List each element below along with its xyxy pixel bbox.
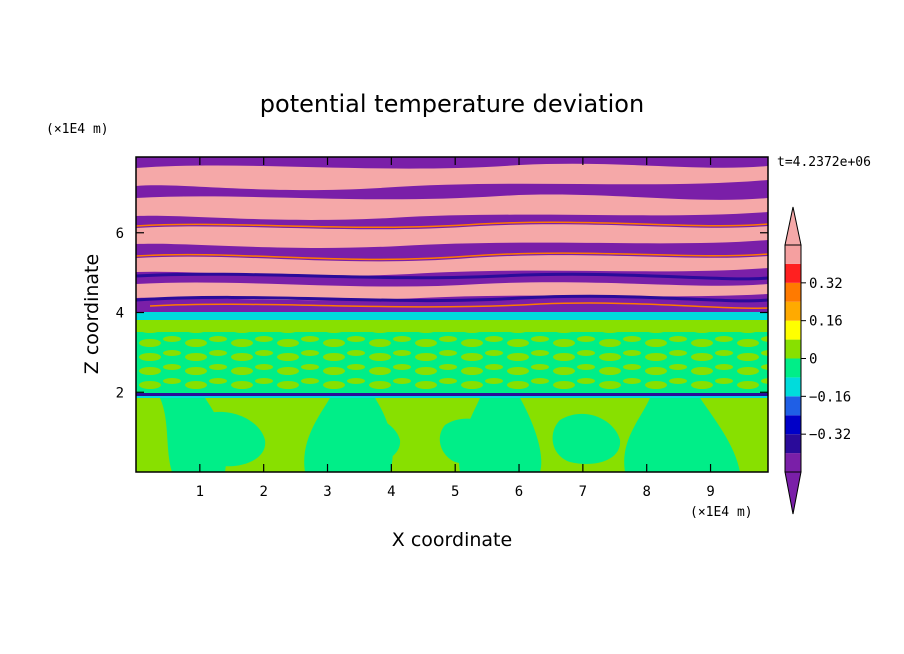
colorbar-swatch [785, 453, 801, 472]
colorbar-tick-label: −0.32 [809, 427, 851, 443]
colorbar-swatch [785, 301, 801, 321]
colorbar-swatch [785, 377, 801, 397]
field-green-top [136, 320, 768, 332]
colorbar-over-arrow [784, 206, 802, 246]
colorbar-tick-label: 0 [809, 352, 817, 368]
y-tick-label: 2 [116, 385, 124, 401]
colorbar-swatch [785, 434, 801, 454]
field-cells-green [192, 411, 713, 467]
x-tick-label: 1 [196, 484, 204, 500]
x-unit-label: (×1E4 m) [690, 505, 753, 520]
y-axis-label: Z coordinate [81, 254, 103, 374]
field-upper-warm-edges [136, 221, 768, 309]
colorbar-swatch [785, 415, 801, 435]
colorbar-swatch [785, 263, 801, 283]
field-upper-blue-bands [136, 272, 768, 303]
plot-frame [135, 156, 769, 473]
colorbar-swatch [785, 339, 801, 359]
chart-title: potential temperature deviation [260, 90, 644, 118]
x-tick-label: 8 [642, 484, 650, 500]
x-tick-label: 3 [323, 484, 331, 500]
heatmap-field [136, 157, 768, 472]
colorbar-swatch [785, 282, 801, 302]
field-interface-line [136, 393, 768, 396]
colorbar: −0.32 −0.16 0 0.16 0.32 [784, 206, 851, 515]
x-tick-label: 9 [706, 484, 714, 500]
x-axis-ticks: 1 2 3 4 5 6 7 8 9 [196, 157, 715, 500]
y-unit-label: (×1E4 m) [46, 122, 109, 137]
colorbar-tick-label: −0.16 [809, 389, 851, 405]
time-label: t=4.2372e+06 [777, 155, 871, 170]
y-axis-ticks: 2 4 6 [116, 226, 768, 401]
x-axis-label: X coordinate [392, 529, 512, 551]
y-tick-label: 6 [116, 226, 124, 242]
colorbar-swatch [785, 320, 801, 340]
field-mixing-layer [136, 330, 768, 392]
field-upper-pink-layers [136, 163, 768, 301]
x-tick-label: 6 [515, 484, 523, 500]
colorbar-under-arrow [784, 471, 802, 515]
colorbar-swatch [785, 358, 801, 378]
x-tick-label: 4 [387, 484, 395, 500]
field-cyan-strip [136, 312, 768, 320]
colorbar-tick-label: 0.16 [809, 314, 843, 330]
colorbar-swatch [785, 245, 801, 264]
x-tick-label: 2 [259, 484, 267, 500]
field-interface-glow [136, 396, 768, 398]
colorbar-swatch [785, 396, 801, 416]
x-tick-label: 5 [451, 484, 459, 500]
colorbar-tick-label: 0.32 [809, 276, 843, 292]
x-tick-label: 7 [579, 484, 587, 500]
y-tick-label: 4 [116, 306, 124, 322]
